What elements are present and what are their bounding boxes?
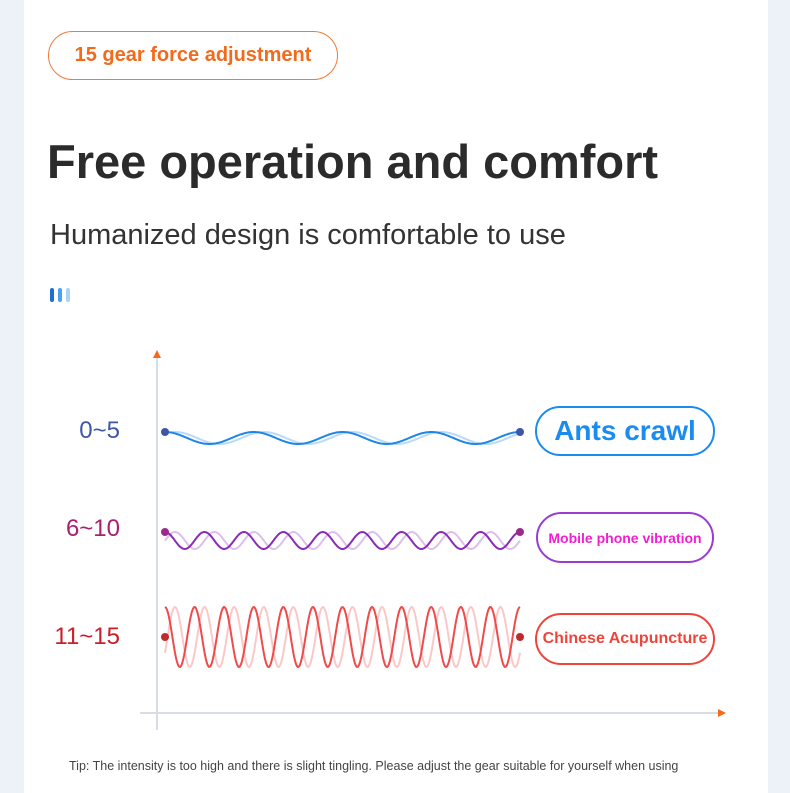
wave-endpoint-dot xyxy=(516,428,524,436)
wave-line-2 xyxy=(164,605,521,669)
decor-bar xyxy=(66,288,70,302)
page-title: Free operation and comfort xyxy=(47,135,659,188)
level-range-2: 11~15 xyxy=(54,623,120,650)
wave-line-1 xyxy=(164,530,521,551)
wave-line-2 xyxy=(164,605,521,669)
usage-tip: Tip: The intensity is too high and there… xyxy=(69,759,679,773)
decor-bars xyxy=(50,288,70,302)
gear-badge: 15 gear force adjustment xyxy=(48,31,338,80)
wave-endpoint-dot xyxy=(161,428,169,436)
wave-endpoint-dot xyxy=(161,528,169,536)
wave-line-0 xyxy=(164,431,521,445)
level-label-ants-crawl: Ants crawl xyxy=(535,406,715,456)
level-range-1: 6~10 xyxy=(65,515,120,542)
y-axis-arrow xyxy=(153,350,161,358)
decor-bar xyxy=(58,288,62,302)
wave-endpoint-dot xyxy=(516,528,524,536)
page-subtitle: Humanized design is comfortable to use xyxy=(50,219,566,251)
wave-line-1 xyxy=(164,530,521,551)
level-range-0: 0~5 xyxy=(79,417,120,444)
level-label-acupuncture: Chinese Acupuncture xyxy=(535,613,715,665)
wave-endpoint-dot xyxy=(516,633,524,641)
wave-endpoint-dot xyxy=(161,633,169,641)
x-axis-arrow xyxy=(718,709,726,717)
level-label-mobile-vibration: Mobile phone vibration xyxy=(536,512,714,563)
decor-bar xyxy=(50,288,54,302)
wave-line-0 xyxy=(165,431,520,445)
